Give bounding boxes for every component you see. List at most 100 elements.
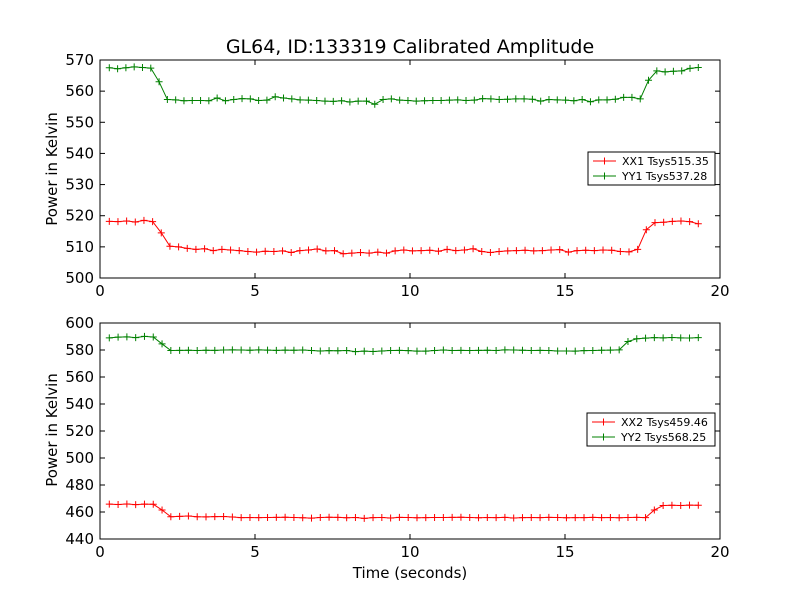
y-tick-label: 510 (65, 238, 94, 256)
data-point (434, 247, 442, 255)
data-point (582, 246, 590, 254)
data-point (157, 229, 165, 237)
data-point (615, 346, 623, 354)
data-point (669, 67, 677, 75)
data-point (554, 347, 562, 355)
data-point (220, 346, 228, 354)
data-point (422, 347, 430, 355)
legend-box (586, 412, 716, 447)
data-point (510, 514, 518, 522)
data-point (175, 243, 183, 251)
data-point (354, 97, 362, 105)
y-tick-label: 600 (65, 314, 94, 332)
data-point (238, 95, 246, 103)
data-point (123, 333, 131, 341)
data-point (677, 334, 685, 342)
data-point (378, 347, 386, 355)
data-point (439, 346, 447, 354)
data-point (422, 514, 430, 522)
y-tick-label: 500 (65, 449, 94, 467)
data-point (356, 248, 364, 256)
data-point (448, 347, 456, 355)
legend-label: XX1 Tsys515.35 (622, 155, 709, 168)
data-point (261, 247, 269, 255)
data-point (213, 94, 221, 102)
data-point (263, 96, 271, 104)
data-point (590, 247, 598, 255)
data-point (193, 347, 201, 355)
y-tick-label: 480 (65, 476, 94, 494)
data-point (661, 68, 669, 76)
y-tick-label: 560 (65, 368, 94, 386)
data-point (140, 332, 148, 340)
data-point (475, 346, 483, 354)
data-point (166, 242, 174, 250)
x-tick-label: 10 (400, 282, 419, 300)
data-point (313, 245, 321, 253)
data-point (400, 246, 408, 254)
data-point (492, 347, 500, 355)
data-point (483, 514, 491, 522)
data-point (486, 248, 494, 256)
data-point (495, 96, 503, 104)
data-point (351, 348, 359, 356)
data-point (281, 346, 289, 354)
legend-marker (600, 433, 607, 441)
x-tick-label: 20 (710, 543, 729, 561)
data-point (545, 513, 553, 521)
data-point (650, 506, 658, 514)
data-point (495, 248, 503, 256)
data-point (304, 96, 312, 104)
data-point (396, 96, 404, 104)
data-point (439, 514, 447, 522)
data-point (518, 346, 526, 354)
data-point (625, 248, 633, 256)
data-point (571, 347, 579, 355)
data-point (404, 96, 412, 104)
data-point (589, 347, 597, 355)
data-point (527, 347, 535, 355)
data-point (694, 334, 702, 342)
data-point (246, 95, 254, 103)
data-point (545, 96, 553, 104)
data-point (606, 346, 614, 354)
data-point (205, 97, 213, 105)
y-tick-label: 540 (65, 144, 94, 162)
data-point (624, 337, 632, 345)
x-tick-label: 10 (400, 543, 419, 561)
data-point (429, 96, 437, 104)
data-point (659, 502, 667, 510)
data-point (270, 248, 278, 256)
data-point (230, 96, 238, 104)
data-point (209, 247, 217, 255)
y-tick-label: 460 (65, 503, 94, 521)
data-point (678, 67, 686, 75)
legend-marker (601, 172, 608, 180)
data-point (218, 245, 226, 253)
data-point (299, 514, 307, 522)
data-point (512, 247, 520, 255)
data-point (457, 346, 465, 354)
data-point (374, 248, 382, 256)
legend-box (587, 151, 716, 186)
data-point (466, 347, 474, 355)
data-point (624, 514, 632, 522)
data-point (339, 250, 347, 258)
data-point (246, 514, 254, 522)
data-point (321, 97, 329, 105)
data-point (184, 512, 192, 520)
data-point (279, 247, 287, 255)
data-point (634, 245, 642, 253)
data-point (131, 218, 139, 226)
data-point (322, 247, 330, 255)
data-point (351, 514, 359, 522)
data-point (272, 346, 280, 354)
data-point (448, 513, 456, 521)
data-point (650, 334, 658, 342)
data-point (271, 93, 279, 101)
data-point (501, 513, 509, 521)
data-point (197, 96, 205, 104)
data-point (528, 95, 536, 103)
y-tick-label: 540 (65, 395, 94, 413)
data-point (105, 64, 113, 72)
